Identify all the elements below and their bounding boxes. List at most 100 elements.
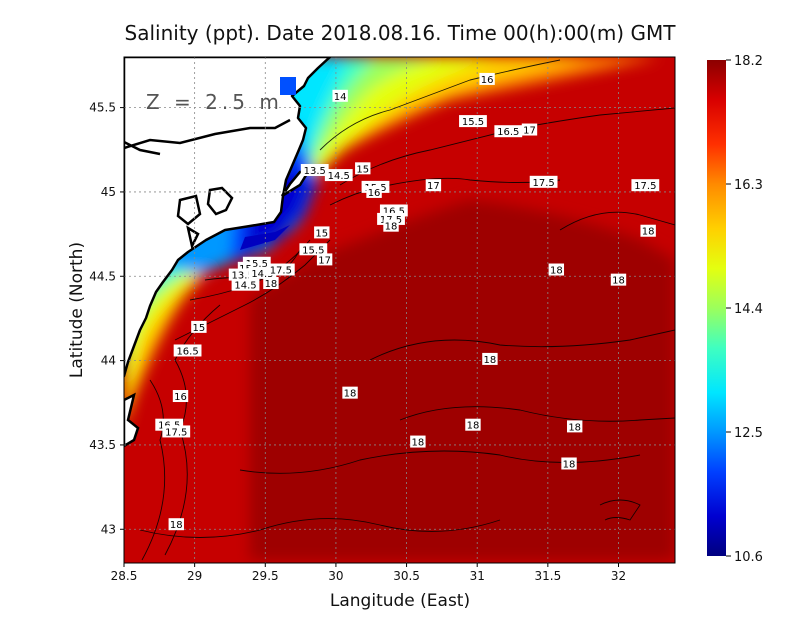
x-axis-ticks: 28.5 29 29.5 30 30.5 31 31.5 32 (111, 563, 626, 583)
contour-labels: 141613.514.51515.516.51715.5161717.517.5… (155, 72, 660, 531)
colorbar-ticks: 18.2 16.3 14.4 12.5 10.6 (726, 54, 763, 565)
contour-label-text: 18 (568, 422, 581, 433)
x-tick-label: 31.5 (534, 569, 561, 583)
y-axis-label: Latitude (North) (67, 242, 87, 378)
contour-label-text: 15 (193, 323, 206, 334)
contour-label-box (172, 390, 189, 403)
contour-label: 13.5 (300, 164, 329, 177)
contour-label: 14 (332, 89, 348, 103)
contour-label: 18 (566, 420, 583, 433)
contour-label-box (162, 425, 191, 438)
contour-label: 17 (425, 179, 442, 192)
contour-label-box (640, 224, 656, 237)
contour-label-box (494, 125, 523, 138)
contour-label: 17 (316, 253, 333, 266)
contour-label-text: 16.5 (176, 346, 198, 357)
contour-label: 18 (561, 457, 577, 470)
contour-label: 18 (410, 435, 426, 449)
contour-label-box (299, 243, 328, 256)
contour-label-text: 14.5 (328, 171, 350, 182)
contour-label-text: 18 (642, 227, 655, 238)
danube-lake (176, 186, 234, 250)
contour-label-box (610, 273, 627, 286)
contour-label-box (300, 164, 329, 177)
contour-label: 15.5 (299, 243, 328, 256)
coastal-low-salinity-cell (280, 77, 296, 95)
contour-label-box (425, 179, 442, 192)
contour-label-text: 15.5 (246, 259, 268, 270)
y-tick-label: 44 (101, 354, 116, 368)
colorbar-tick-label: 14.4 (734, 302, 763, 317)
contour-label: 15 (314, 226, 330, 239)
contour-label-text: 18 (484, 355, 497, 366)
contour-label-box (191, 320, 207, 333)
contour-label-text: 15.5 (462, 117, 484, 128)
contour-label: 18 (548, 263, 565, 277)
contour-label-text: 17 (523, 126, 536, 137)
contour-label-text: 18 (563, 459, 576, 470)
contour-label: 17.5 (162, 425, 191, 438)
x-tick-label: 30.5 (393, 569, 420, 583)
contour-label-box (332, 89, 348, 102)
contour-label-text: 18 (612, 276, 625, 287)
x-tick-label: 28.5 (111, 569, 138, 583)
chart-title: Salinity (ppt). Date 2018.08.16. Time 00… (125, 21, 677, 45)
contour-label-box (383, 219, 399, 232)
contour-label: 17 (521, 123, 538, 137)
contour-label-box (342, 386, 358, 399)
contour-label-text: 13.5 (232, 271, 254, 282)
contour-label-text: 17 (318, 255, 331, 266)
contour-label-text: 15.5 (302, 245, 324, 256)
contour-label-box (479, 72, 495, 85)
contour-line (559, 211, 675, 231)
x-axis-label: Langitude (East) (330, 591, 470, 611)
contour-label-box (231, 278, 260, 291)
contour-label-box (631, 179, 660, 192)
plot-area: 141613.514.51515.516.51715.5161717.517.5… (124, 57, 675, 563)
contour-line (164, 304, 221, 556)
contour-label-text: 18 (467, 421, 480, 432)
contour-line (399, 406, 675, 422)
contour-label-box (366, 185, 382, 198)
contour-label-text: 17.5 (532, 178, 554, 189)
contour-label-box (324, 169, 353, 182)
contour-label: 15.5 (459, 115, 487, 128)
contour-label-box (355, 162, 371, 175)
contour-label-text: 18 (550, 266, 563, 277)
south-coast-lower (124, 392, 140, 448)
contour-label: 16 (172, 390, 189, 403)
contour-line (369, 329, 675, 361)
y-tick-label: 45.5 (89, 101, 116, 115)
contour-label-text: 18 (344, 389, 357, 400)
contour-label: 16.5 (173, 344, 202, 357)
contour-label: 16 (479, 72, 495, 86)
contour-label: 14.5 (231, 278, 260, 292)
contour-label-text: 16 (481, 75, 494, 86)
contour-label: 15 (191, 320, 207, 334)
contour-label: 18 (640, 224, 656, 238)
contour-label-box (548, 263, 565, 276)
contour-label-text: 14.5 (234, 281, 256, 292)
contour-label-box (316, 253, 333, 266)
y-axis-ticks: 43 43.5 44 44.5 45 45.5 (89, 101, 124, 536)
contour-label-box (266, 263, 295, 276)
contour-label-box (410, 435, 426, 448)
contour-lines (139, 59, 675, 561)
contour-label-text: 16.5 (497, 127, 519, 138)
contour-line (339, 107, 675, 186)
contour-label-box (173, 344, 202, 357)
y-tick-label: 45 (101, 185, 116, 199)
contour-label: 16.5 (494, 125, 523, 138)
inner-coast-line (124, 118, 291, 156)
contour-label: 17.5 (631, 179, 660, 192)
contour-label: 16 (366, 185, 382, 199)
contour-label-box (521, 123, 538, 136)
contour-label-text: 18 (170, 520, 183, 531)
contour-label-text: 15 (315, 228, 328, 239)
contour-label-box (566, 420, 583, 433)
contour-label-text: 18 (265, 279, 278, 290)
x-tick-label: 30 (328, 569, 343, 583)
contour-label: 18 (168, 518, 184, 531)
